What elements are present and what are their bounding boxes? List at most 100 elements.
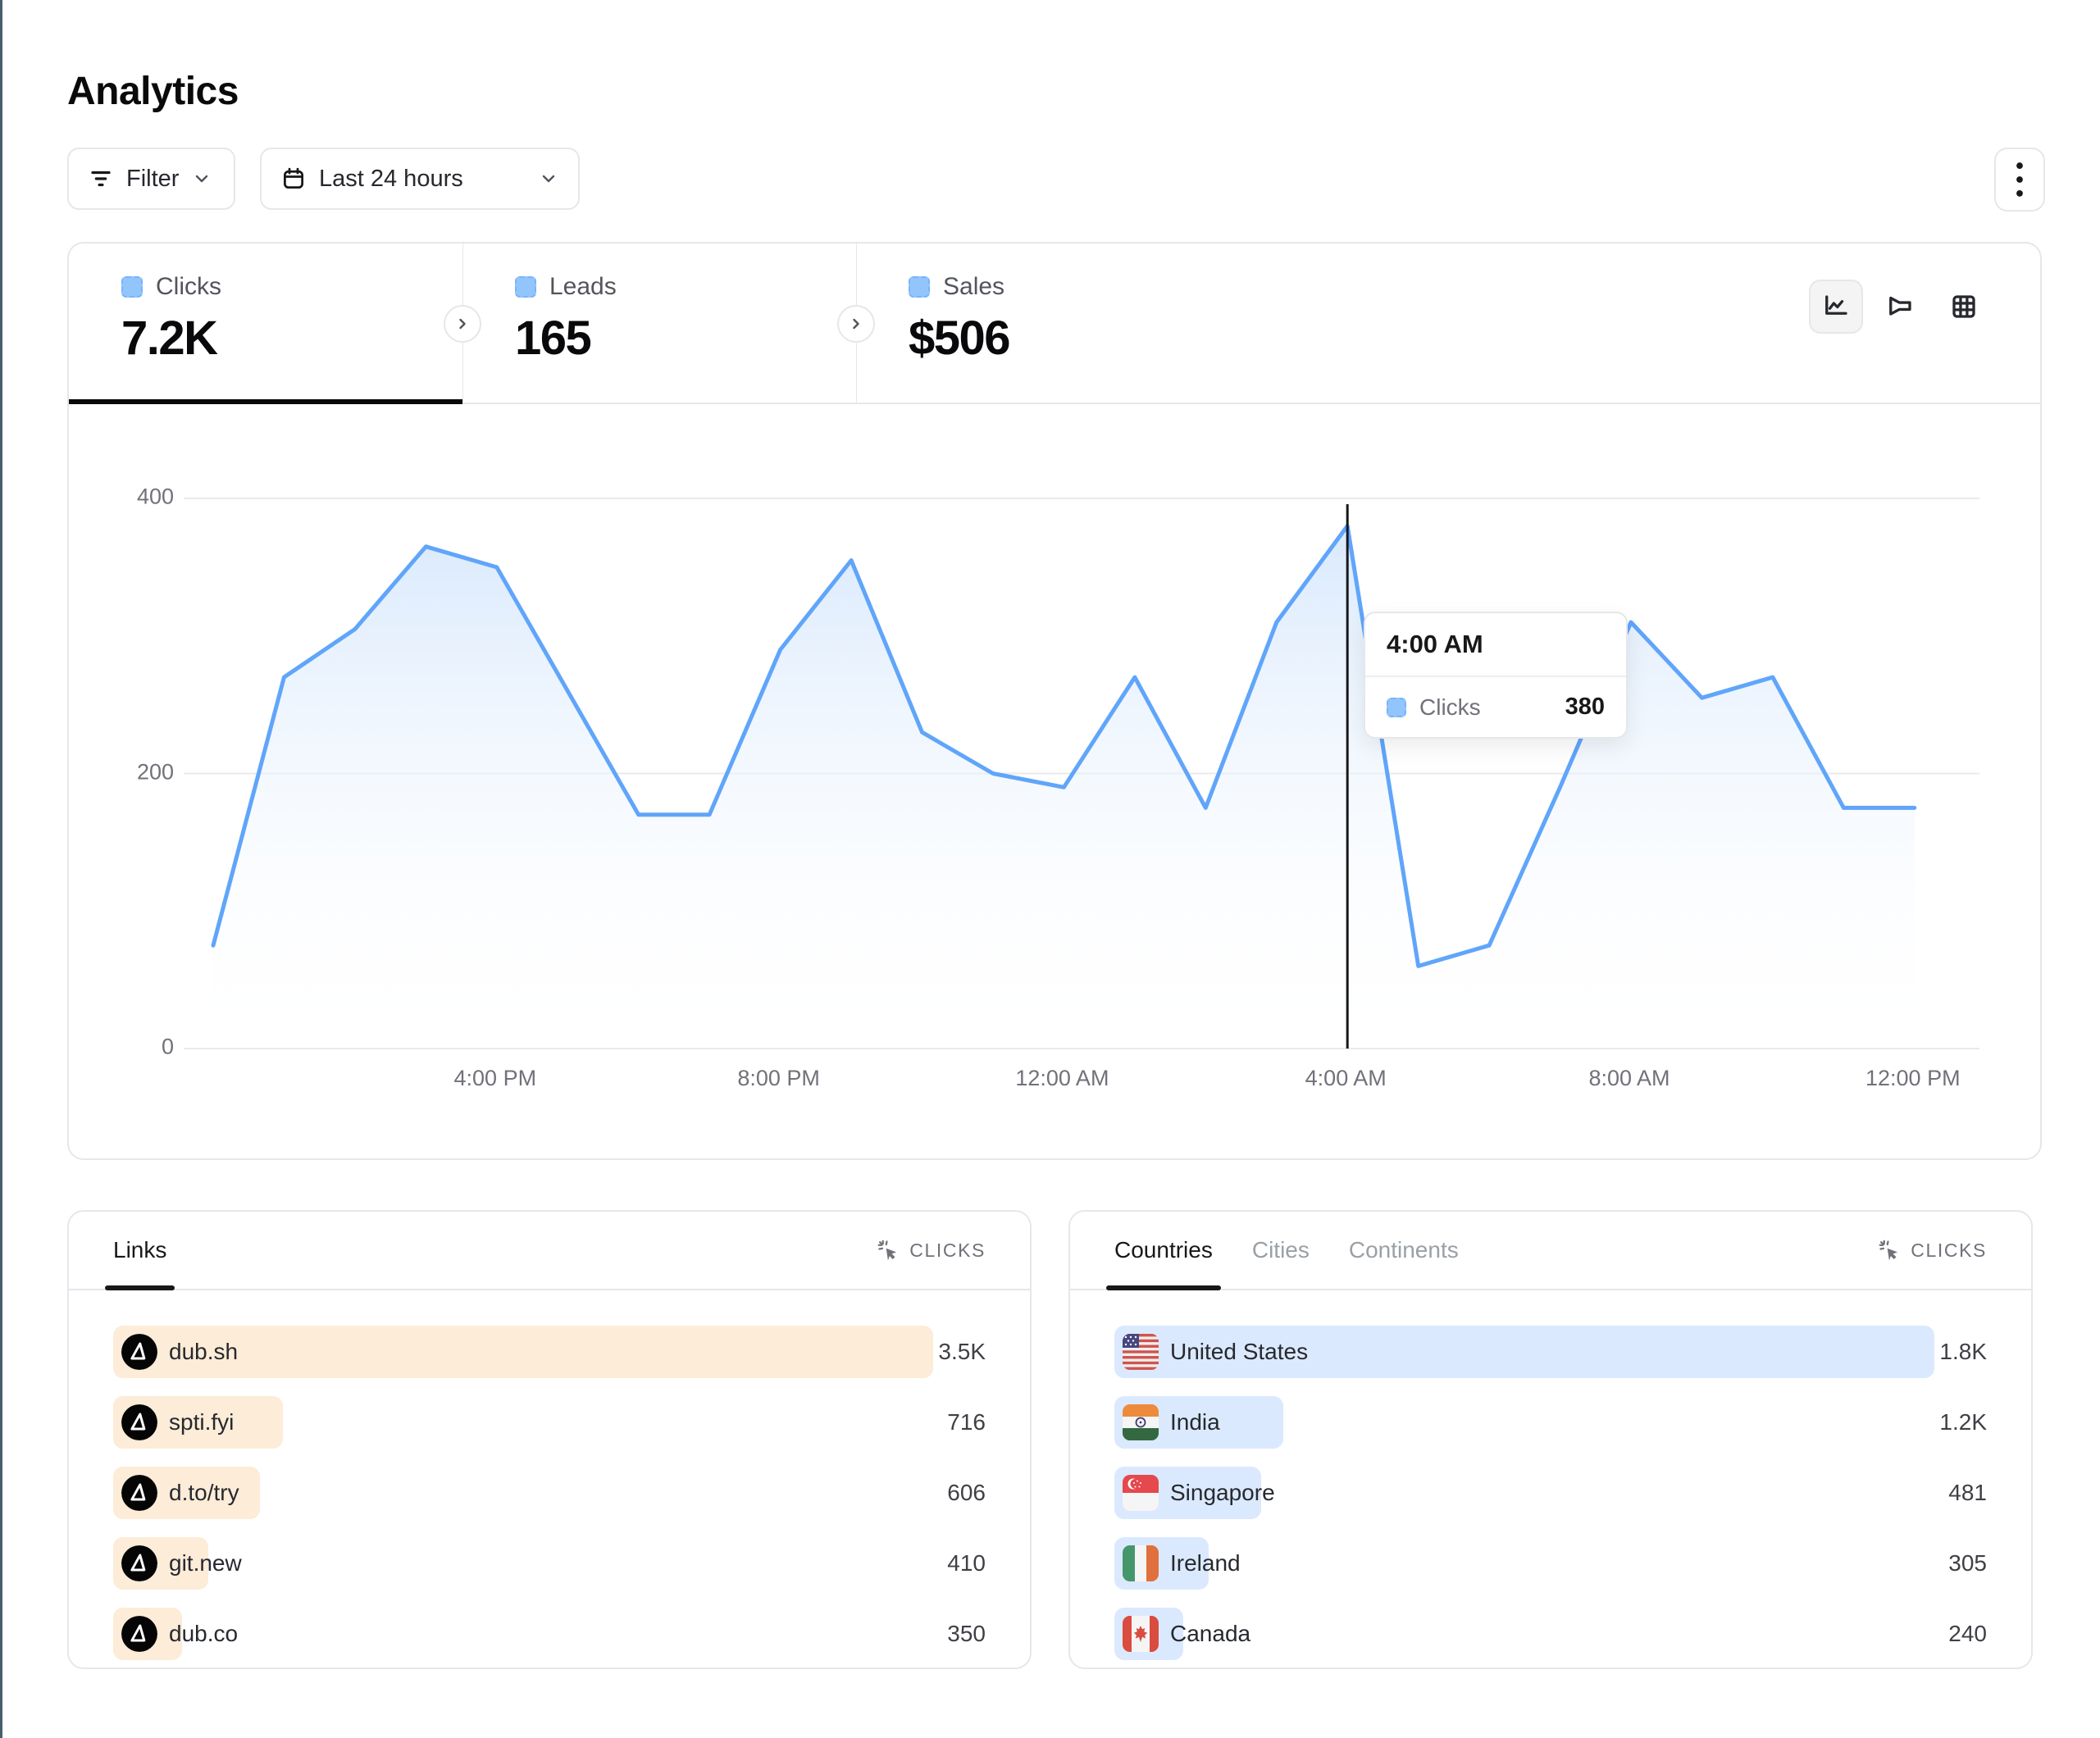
- tooltip-value: 380: [1565, 694, 1605, 720]
- chevron-down-icon: [192, 169, 212, 189]
- y-tick-label: 0: [161, 1034, 174, 1059]
- country-clicks-value: 1.2K: [1939, 1409, 1987, 1435]
- links-metric-toggle[interactable]: CLICKS: [877, 1212, 986, 1289]
- series-marker: [1387, 697, 1406, 717]
- y-tick-label: 200: [136, 759, 174, 784]
- clicks-area-chart[interactable]: [69, 243, 2040, 1158]
- expand-stat-button[interactable]: [837, 305, 875, 343]
- filter-button-label: Filter: [126, 165, 180, 192]
- stat-value: $506: [909, 312, 1011, 365]
- x-tick-label: 4:00 PM: [453, 1066, 537, 1090]
- series-marker: [121, 276, 143, 298]
- countries-panel: Countries Cities Continents CLICKS United …: [1068, 1210, 2033, 1669]
- series-marker: [909, 276, 930, 298]
- countries-metric-toggle[interactable]: CLICKS: [1879, 1212, 1987, 1289]
- country-clicks-value: 481: [1948, 1480, 1987, 1505]
- calendar-icon: [281, 166, 306, 191]
- stat-tab-sales[interactable]: Sales $506: [856, 243, 1594, 403]
- x-tick-label: 12:00 PM: [1865, 1066, 1961, 1090]
- country-row[interactable]: Singapore 481: [1114, 1467, 1987, 1519]
- stat-value: 165: [515, 312, 592, 365]
- dub-logo-icon: [121, 1616, 157, 1652]
- chart-view-toggles: [1809, 280, 1991, 334]
- link-clicks-value: 3.5K: [938, 1339, 986, 1364]
- tab-continents[interactable]: Continents: [1348, 1237, 1459, 1263]
- sg-flag-icon: [1123, 1475, 1159, 1511]
- dub-logo-icon: [121, 1545, 157, 1581]
- country-label: United States: [1170, 1339, 1309, 1364]
- tab-links[interactable]: Links: [113, 1237, 167, 1263]
- country-label: India: [1170, 1409, 1220, 1435]
- stat-tab-clicks[interactable]: Clicks 7.2K: [69, 243, 462, 404]
- active-tab-underline: [1106, 1285, 1221, 1290]
- tooltip-series-label: Clicks: [1419, 694, 1481, 720]
- link-label: dub.sh: [169, 1339, 239, 1364]
- tab-cities[interactable]: Cities: [1251, 1237, 1310, 1263]
- country-row[interactable]: United States 1.8K: [1114, 1326, 1987, 1378]
- funnel-chart-toggle[interactable]: [1873, 280, 1927, 334]
- countries-metric-label: CLICKS: [1911, 1239, 1987, 1261]
- date-range-label: Last 24 hours: [319, 165, 463, 192]
- series-marker: [515, 276, 536, 298]
- active-tab-underline: [105, 1285, 175, 1290]
- x-tick-label: 4:00 AM: [1305, 1066, 1387, 1090]
- x-tick-label: 12:00 AM: [1015, 1066, 1109, 1090]
- line-chart-toggle[interactable]: [1809, 280, 1863, 334]
- x-tick-label: 8:00 PM: [737, 1066, 820, 1090]
- kebab-menu-icon: [2009, 162, 2030, 198]
- link-row[interactable]: d.to/try 606: [113, 1467, 986, 1519]
- link-label: dub.co: [169, 1621, 239, 1646]
- link-bar: [113, 1326, 933, 1378]
- link-clicks-value: 410: [947, 1550, 986, 1576]
- date-range-button[interactable]: Last 24 hours: [260, 148, 580, 210]
- line-chart-icon: [1821, 292, 1851, 321]
- filter-button[interactable]: Filter: [67, 148, 235, 210]
- tooltip-time: 4:00 AM: [1365, 613, 1626, 677]
- country-row[interactable]: Ireland 305: [1114, 1537, 1987, 1590]
- ie-flag-icon: [1123, 1545, 1159, 1581]
- country-bar: [1114, 1326, 1934, 1378]
- in-flag-icon: [1123, 1404, 1159, 1440]
- page-title: Analytics: [67, 70, 239, 113]
- table-grid-icon: [1949, 292, 1979, 321]
- stats-tabs: Clicks 7.2K Leads 165 Sales $506: [69, 243, 2040, 404]
- link-label: spti.fyi: [169, 1409, 235, 1435]
- stat-value: 7.2K: [121, 312, 218, 365]
- stat-label: Sales: [943, 273, 1005, 300]
- link-row[interactable]: dub.co 350: [113, 1608, 986, 1660]
- link-row[interactable]: git.new 410: [113, 1537, 986, 1590]
- links-panel-header: Links CLICKS: [69, 1212, 1030, 1290]
- table-grid-toggle[interactable]: [1937, 280, 1991, 334]
- links-metric-label: CLICKS: [909, 1239, 986, 1261]
- filter-lines-icon: [89, 166, 113, 191]
- links-list: dub.sh 3.5K spti.fyi 716 d.to/try 606 git.new 4…: [113, 1326, 986, 1678]
- tab-countries[interactable]: Countries: [1114, 1237, 1213, 1263]
- country-label: Canada: [1170, 1621, 1251, 1646]
- country-row[interactable]: India 1.2K: [1114, 1396, 1987, 1449]
- country-label: Ireland: [1170, 1550, 1241, 1576]
- active-stat-underline: [69, 399, 462, 404]
- link-clicks-value: 606: [947, 1480, 986, 1505]
- cursor-click-icon: [1879, 1240, 1901, 1262]
- country-row[interactable]: Canada 240: [1114, 1608, 1987, 1660]
- countries-panel-header: Countries Cities Continents CLICKS: [1070, 1212, 2031, 1290]
- y-tick-label: 400: [136, 484, 174, 509]
- us-flag-icon: [1123, 1334, 1159, 1370]
- country-clicks-value: 1.8K: [1939, 1339, 1987, 1364]
- link-label: d.to/try: [169, 1480, 239, 1505]
- analytics-chart-card: Clicks 7.2K Leads 165 Sales $506: [67, 242, 2042, 1160]
- countries-list: United States 1.8K India 1.2K Singapore 481 Ir…: [1114, 1326, 1987, 1678]
- chevron-down-icon: [539, 169, 558, 189]
- stat-tab-leads[interactable]: Leads 165: [462, 243, 856, 403]
- links-panel: Links CLICKS dub.sh 3.5K spti.fyi 716 d.to/t…: [67, 1210, 1032, 1669]
- link-row[interactable]: dub.sh 3.5K: [113, 1326, 986, 1378]
- country-label: Singapore: [1170, 1480, 1275, 1505]
- link-row[interactable]: spti.fyi 716: [113, 1396, 986, 1449]
- x-tick-label: 8:00 AM: [1588, 1066, 1670, 1090]
- cursor-click-icon: [877, 1240, 900, 1262]
- more-menu-button[interactable]: [1994, 148, 2045, 212]
- expand-stat-button[interactable]: [444, 305, 481, 343]
- dub-logo-icon: [121, 1334, 157, 1370]
- chart-tooltip: 4:00 AM Clicks 380: [1364, 612, 1628, 739]
